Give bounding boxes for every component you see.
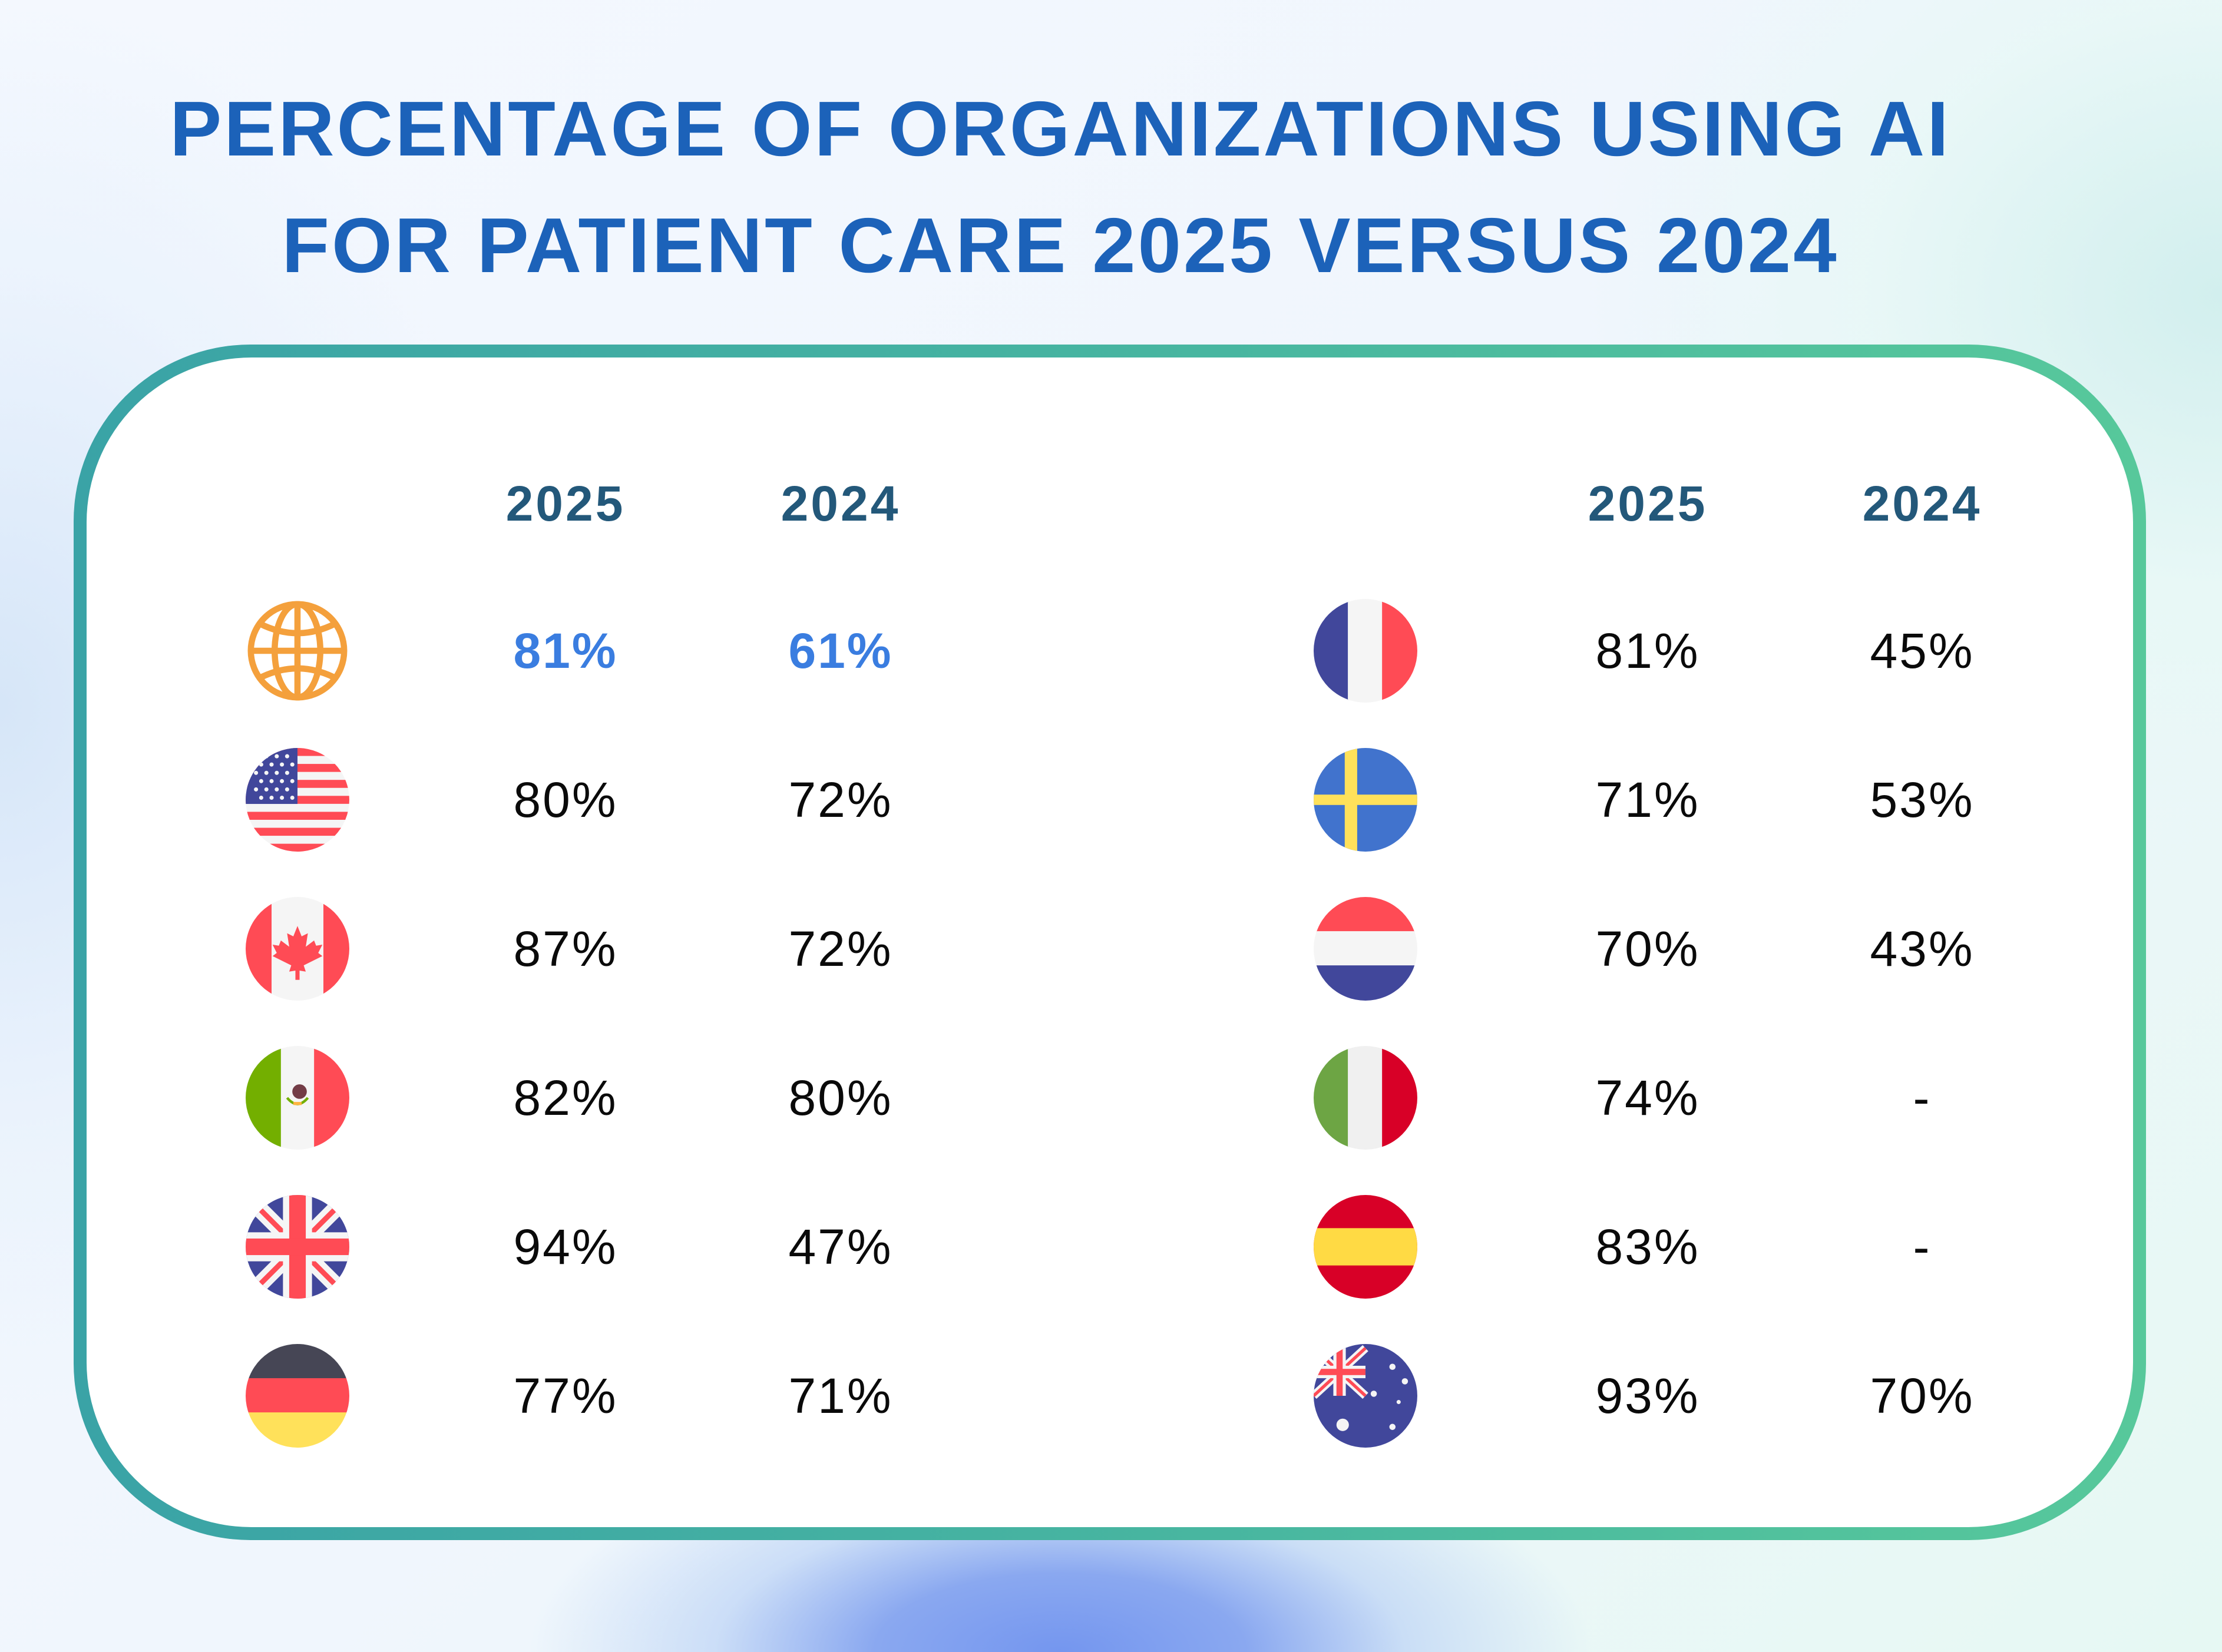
italy-flag-icon	[1314, 1046, 1417, 1150]
table-row-spain: 83% -	[1314, 1195, 1962, 1301]
uk-flag-icon	[246, 1195, 349, 1299]
table-row-mexico: 82% 80%	[246, 1046, 894, 1152]
us-flag-icon	[246, 748, 349, 852]
table-row-united-kingdom: 94% 47%	[246, 1195, 894, 1301]
table-row-united-states: 80% 72%	[246, 748, 894, 854]
value-2024: 61%	[788, 623, 893, 678]
value-2024: 72%	[788, 772, 893, 827]
table-row-australia: 93% 70%	[1314, 1344, 1973, 1450]
data-card: 2025 2024 81% 61%	[74, 345, 2146, 1540]
data-card-inner: 2025 2024 81% 61%	[87, 357, 2133, 1527]
value-2024: 43%	[1870, 921, 1975, 976]
table-row-italy: 74% -	[1314, 1046, 1962, 1152]
value-2025: 70%	[1595, 921, 1700, 976]
value-2025: 81%	[1595, 623, 1700, 678]
value-2025: 87%	[513, 921, 618, 976]
value-2025: 81%	[513, 623, 618, 678]
germany-flag-icon	[246, 1344, 349, 1448]
value-2024: 72%	[788, 921, 893, 976]
table-row-canada: 87% 72%	[246, 897, 894, 1003]
australia-flag-icon	[1314, 1344, 1417, 1448]
mexico-flag-icon	[246, 1046, 349, 1150]
value-2025: 80%	[513, 772, 618, 827]
right-header-2024: 2024	[1862, 476, 1982, 531]
value-2024: -	[1913, 1219, 1932, 1274]
table-row-global: 81% 61%	[246, 599, 894, 705]
left-header-2024: 2024	[781, 476, 901, 531]
value-2025: 71%	[1595, 772, 1700, 827]
table-row-sweden: 71% 53%	[1314, 748, 1973, 854]
value-2024: 45%	[1870, 623, 1975, 678]
value-2024: 70%	[1870, 1368, 1975, 1423]
chart-title: PERCENTAGE OF ORGANIZATIONS USING AI FOR…	[0, 71, 2121, 304]
value-2025: 83%	[1595, 1219, 1700, 1274]
france-flag-icon	[1314, 599, 1417, 703]
value-2025: 94%	[513, 1219, 618, 1274]
right-header-2025: 2025	[1588, 476, 1708, 531]
globe-icon	[246, 599, 349, 703]
title-line-1: PERCENTAGE OF ORGANIZATIONS USING AI	[170, 85, 1951, 172]
value-2024: -	[1913, 1070, 1932, 1125]
canada-flag-icon	[246, 897, 349, 1001]
netherlands-flag-icon	[1314, 897, 1417, 1001]
value-2024: 80%	[788, 1070, 893, 1125]
value-2024: 47%	[788, 1219, 893, 1274]
sweden-flag-icon	[1314, 748, 1417, 852]
value-2025: 82%	[513, 1070, 618, 1125]
value-2024: 71%	[788, 1368, 893, 1423]
spain-flag-icon	[1314, 1195, 1417, 1299]
value-2025: 74%	[1595, 1070, 1700, 1125]
value-2025: 77%	[513, 1368, 618, 1423]
title-line-2: FOR PATIENT CARE 2025 VERSUS 2024	[282, 202, 1839, 289]
table-row-germany: 77% 71%	[246, 1344, 894, 1450]
table-row-france: 81% 45%	[1314, 599, 1973, 705]
value-2024: 53%	[1870, 772, 1975, 827]
left-header-2025: 2025	[505, 476, 626, 531]
table-row-netherlands: 70% 43%	[1314, 897, 1973, 1003]
value-2025: 93%	[1595, 1368, 1700, 1423]
